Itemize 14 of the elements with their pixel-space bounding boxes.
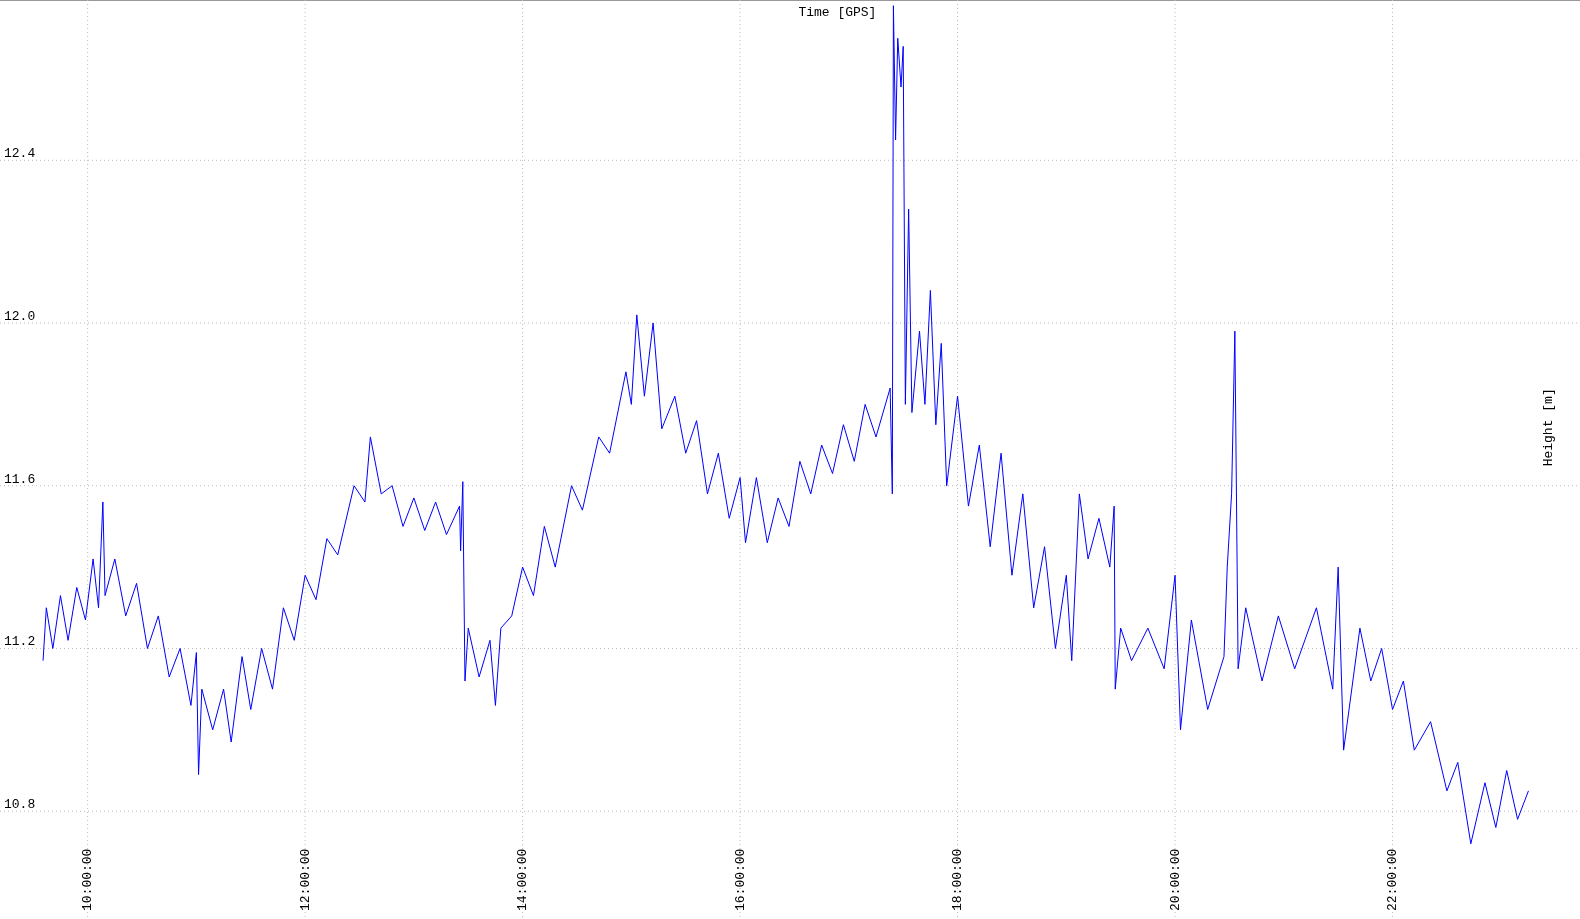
x-axis-title: Time [GPS] [798,5,877,20]
y-tick-label: 10.8 [4,797,36,813]
y-tick-label: 11.6 [4,471,36,487]
y-tick-label: 12.4 [4,146,36,162]
x-tick-label: 20:00:00 [1167,848,1183,911]
x-tick-label: 10:00:00 [80,848,96,911]
y-tick-label: 12.0 [4,309,36,325]
x-tick-label: 12:00:00 [297,848,313,911]
x-tick-label: 18:00:00 [950,848,966,911]
x-tick-label: 22:00:00 [1385,848,1401,911]
y-tick-label: 11.2 [4,634,36,650]
y-axis-title: Height [m] [1541,388,1556,467]
x-tick-label: 16:00:00 [732,848,748,911]
x-tick-label: 14:00:00 [515,848,531,911]
